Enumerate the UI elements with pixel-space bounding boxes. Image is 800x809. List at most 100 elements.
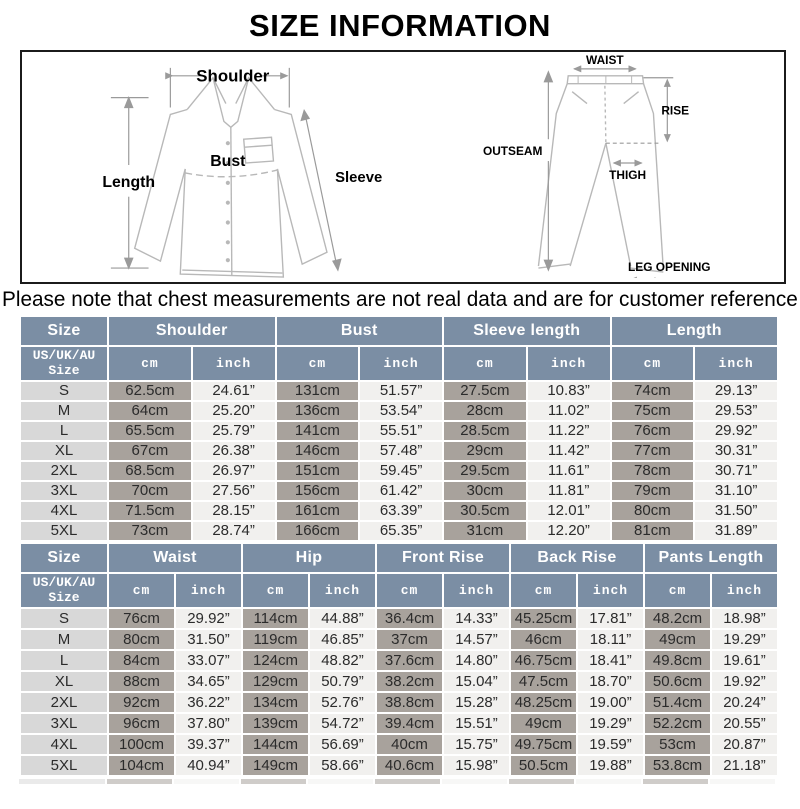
unit-header: inch	[712, 573, 777, 607]
cm-value: 141cm	[276, 421, 359, 440]
inch-value: 11.61”	[527, 461, 610, 480]
group-header-row: Size Waist Hip Front Rise Back Rise Pants Len…	[21, 543, 777, 572]
pants-outseam-label: OUTSEAM	[483, 144, 542, 158]
cm-value: 45.25cm	[511, 608, 576, 628]
unit-header: inch	[527, 346, 610, 380]
size-row: 5XL 73cm 28.74” 166cm 65.35” 31cm 12.20” 81cm 31…	[21, 521, 777, 540]
size-label: 3XL	[21, 713, 107, 733]
shirt-size-table: Size Shoulder Bust Sleeve length Length US/UK…	[19, 314, 779, 542]
shirt-length-label: Length	[102, 174, 155, 191]
inch-value: 27.56”	[192, 481, 275, 500]
size-label: L	[21, 421, 107, 440]
cm-value: 131cm	[276, 381, 359, 400]
cm-value: 74cm	[611, 381, 694, 400]
cm-value: 52.2cm	[645, 713, 710, 733]
unit-header: cm	[243, 573, 308, 607]
pants-thigh-label: THIGH	[609, 168, 646, 182]
cm-value: 134cm	[243, 692, 308, 712]
cm-value: 37.6cm	[377, 650, 442, 670]
cm-value: 48.2cm	[645, 608, 710, 628]
inch-value: 29.92”	[176, 608, 241, 628]
size-label: 2XL	[21, 461, 107, 480]
inch-value: 50.79”	[310, 671, 375, 691]
group-header-row: Size Shoulder Bust Sleeve length Length	[21, 316, 777, 345]
pants-waist-label: WAIST	[586, 53, 624, 67]
disclaimer-note: Please note that chest measurements are …	[2, 287, 800, 312]
unit-header: inch	[192, 346, 275, 380]
group-header: Shoulder	[109, 316, 275, 345]
inch-value: 33.07”	[176, 650, 241, 670]
size-label: 4XL	[21, 734, 107, 754]
size-label: M	[21, 629, 107, 649]
measurement-diagram-box: Shoulder Length Bust Sleeve	[20, 50, 786, 285]
cm-value: 146cm	[276, 441, 359, 460]
inch-value: 15.51”	[444, 713, 509, 733]
size-label: 5XL	[21, 755, 107, 775]
inch-value: 14.33”	[444, 608, 509, 628]
inch-value: 29.13”	[695, 381, 777, 400]
page-title: SIZE INFORMATION	[249, 8, 551, 43]
group-header: Length	[611, 316, 777, 345]
cm-value: 161cm	[276, 501, 359, 520]
group-header: Front Rise	[377, 543, 509, 572]
cm-value: 64cm	[109, 401, 191, 420]
unit-header: inch	[444, 573, 509, 607]
inch-value: 34.65”	[176, 671, 241, 691]
cm-value: 100cm	[109, 734, 174, 754]
inch-value: 19.61”	[712, 650, 777, 670]
inch-value: 36.22”	[176, 692, 241, 712]
inch-value: 54.72”	[310, 713, 375, 733]
inch-value: 18.41”	[578, 650, 643, 670]
unit-header-row: US/UK/AU Size cm inch cm inch cm inch cm inch	[21, 346, 777, 380]
cm-value: 76cm	[611, 421, 694, 440]
cm-value: 47.5cm	[511, 671, 576, 691]
group-header: Back Rise	[511, 543, 643, 572]
cropped-row-strip	[19, 778, 800, 784]
shirt-bust-label: Bust	[210, 153, 246, 170]
cm-value: 38.8cm	[377, 692, 442, 712]
cm-value: 40cm	[377, 734, 442, 754]
cm-value: 78cm	[611, 461, 694, 480]
unit-header: inch	[578, 573, 643, 607]
size-row: 5XL 104cm 40.94” 149cm 58.66” 40.6cm 15.98” 50.…	[21, 755, 777, 775]
inch-value: 19.29”	[578, 713, 643, 733]
size-row: M 80cm 31.50” 119cm 46.85” 37cm 14.57” 46cm 18.1…	[21, 629, 777, 649]
cm-value: 84cm	[109, 650, 174, 670]
size-subheader: US/UK/AU Size	[21, 573, 107, 607]
cm-value: 144cm	[243, 734, 308, 754]
inch-value: 26.97”	[192, 461, 275, 480]
unit-header: cm	[444, 346, 526, 380]
cm-value: 67cm	[109, 441, 191, 460]
cm-value: 38.2cm	[377, 671, 442, 691]
inch-value: 19.92”	[712, 671, 777, 691]
shirt-outline	[133, 76, 328, 278]
cm-value: 166cm	[276, 521, 359, 540]
cm-value: 62.5cm	[109, 381, 191, 400]
inch-value: 20.87”	[712, 734, 777, 754]
size-label: XL	[21, 441, 107, 460]
cm-value: 28cm	[444, 401, 526, 420]
unit-header: cm	[377, 573, 442, 607]
inch-value: 44.88”	[310, 608, 375, 628]
cm-value: 151cm	[276, 461, 359, 480]
size-label: XL	[21, 671, 107, 691]
inch-value: 37.80”	[176, 713, 241, 733]
size-column-header: Size	[21, 316, 107, 345]
cm-value: 28.5cm	[444, 421, 526, 440]
cm-value: 104cm	[109, 755, 174, 775]
size-label: 3XL	[21, 481, 107, 500]
cm-value: 129cm	[243, 671, 308, 691]
size-label: L	[21, 650, 107, 670]
pants-measurement-diagram: WAIST RISE OUTSEAM THIGH LEG OPENING	[483, 53, 711, 279]
size-row: 2XL 92cm 36.22” 134cm 52.76” 38.8cm 15.28” 48.2…	[21, 692, 777, 712]
cm-value: 40.6cm	[377, 755, 442, 775]
cm-value: 49.8cm	[645, 650, 710, 670]
group-header: Pants Length	[645, 543, 777, 572]
cm-value: 50.5cm	[511, 755, 576, 775]
inch-value: 48.82”	[310, 650, 375, 670]
cm-value: 37cm	[377, 629, 442, 649]
inch-value: 31.50”	[695, 501, 777, 520]
inch-value: 31.89”	[695, 521, 777, 540]
cm-value: 119cm	[243, 629, 308, 649]
inch-value: 28.15”	[192, 501, 275, 520]
